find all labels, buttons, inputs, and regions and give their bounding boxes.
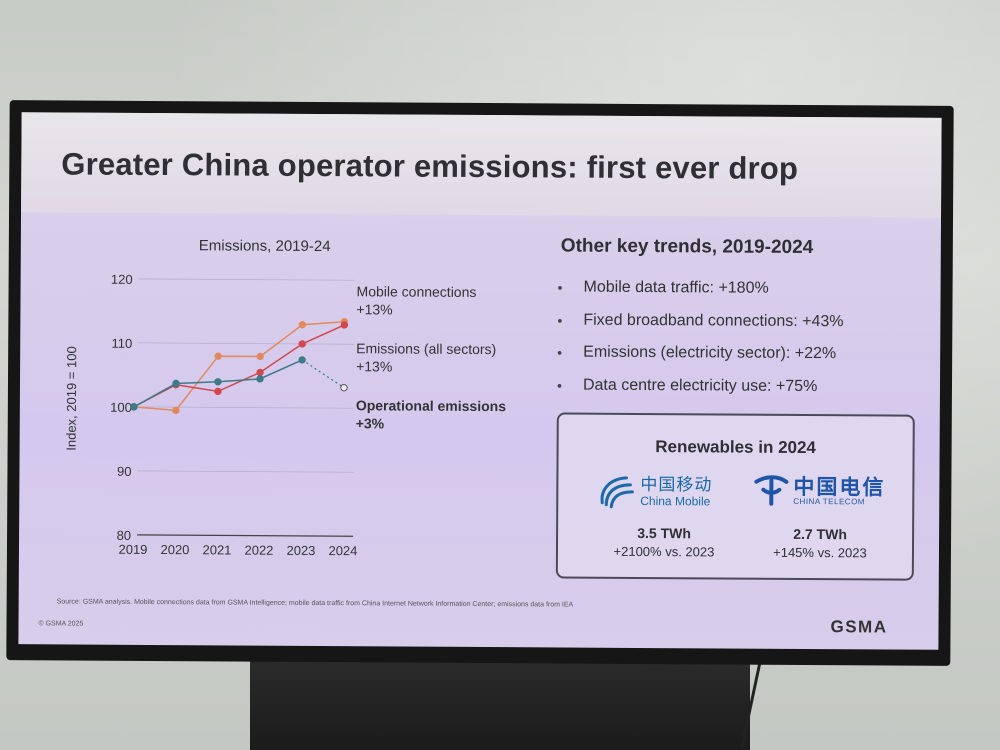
data-point — [256, 352, 264, 361]
gridline — [137, 534, 354, 537]
monitor-stand — [250, 660, 750, 750]
china-mobile-logo: 中国移动 China Mobile — [596, 473, 712, 512]
data-point — [340, 383, 348, 392]
y-tick-label: 100 — [110, 400, 132, 415]
series-line-1 — [133, 324, 345, 408]
monitor-frame: Greater China operator emissions: first … — [6, 100, 954, 666]
x-tick-label: 2019 — [118, 542, 147, 557]
data-point — [298, 356, 306, 364]
data-point — [130, 403, 138, 411]
china-telecom-name-en: CHINA TELECOM — [793, 497, 866, 507]
series-change: +3% — [355, 415, 385, 432]
series-line-0 — [133, 321, 345, 412]
data-point — [172, 379, 180, 388]
series-change: +13% — [356, 358, 393, 375]
x-tick-label: 2022 — [244, 543, 273, 558]
data-point — [214, 378, 222, 386]
series-label-emissions-all-sectors: Emissions (all sectors) +13% — [356, 339, 496, 376]
china-mobile-name-cn: 中国移动 — [640, 475, 713, 495]
china-mobile-stat: 3.5 TWh +2100% vs. 2023 — [594, 525, 734, 560]
slide-screen: Greater China operator emissions: first … — [18, 112, 942, 650]
series-change: +13% — [356, 301, 393, 318]
data-point — [340, 321, 349, 329]
china-mobile-name-en: China Mobile — [640, 493, 711, 509]
china-telecom-stat: 2.7 TWh +145% vs. 2023 — [750, 526, 890, 561]
copyright: © GSMA 2025 — [38, 620, 84, 628]
trend-text: Data centre electricity use: +75% — [582, 376, 818, 395]
gridline — [138, 342, 355, 345]
bullet: • — [557, 344, 563, 361]
bullet: • — [557, 312, 563, 329]
china-mobile-change: +2100% vs. 2023 — [613, 543, 715, 560]
china-telecom-logo: 中国电信 CHINA TELECOM — [752, 474, 885, 509]
x-tick-label: 2021 — [202, 542, 231, 557]
series-name: Operational emissions — [355, 397, 507, 415]
data-point — [298, 340, 306, 348]
china-mobile-twh: 3.5 TWh — [637, 524, 691, 542]
trend-text: Mobile data traffic: +180% — [583, 278, 769, 298]
x-tick-label: 2020 — [160, 542, 189, 557]
chart-title: Emissions, 2019-24 — [198, 237, 331, 256]
series-name: Emissions (all sectors) — [356, 340, 497, 358]
x-tick-label: 2024 — [328, 543, 357, 558]
gridline — [137, 406, 354, 409]
y-tick-label: 110 — [111, 336, 132, 351]
trend-item: • Emissions (electricity sector): +22% — [557, 336, 843, 370]
trends-title: Other key trends, 2019-2024 — [560, 235, 814, 259]
y-tick-label: 90 — [117, 464, 132, 479]
gridline — [138, 278, 355, 281]
bullet: • — [556, 377, 562, 394]
data-point — [172, 406, 180, 415]
y-axis-label: Index, 2019 = 100 — [64, 346, 80, 451]
gsma-logo: GSMA — [830, 617, 888, 637]
china-telecom-icon — [754, 475, 789, 506]
x-tick-label: 2023 — [286, 543, 315, 558]
data-point — [256, 375, 264, 383]
series-label-mobile-connections: Mobile connections +13% — [356, 282, 476, 319]
y-tick-label: 80 — [117, 528, 132, 543]
data-point — [256, 368, 264, 377]
data-point — [214, 387, 222, 396]
trend-text: Emissions (electricity sector): +22% — [583, 343, 837, 363]
trend-item: • Mobile data traffic: +180% — [557, 271, 843, 305]
renewables-title: Renewables in 2024 — [655, 437, 816, 458]
data-point — [214, 352, 222, 360]
bullet: • — [557, 279, 563, 296]
series-label-operational-emissions: Operational emissions +3% — [356, 396, 506, 433]
data-point — [298, 321, 307, 329]
slide-title: Greater China operator emissions: first … — [61, 146, 799, 186]
trend-item: • Data centre electricity use: +75% — [557, 369, 843, 403]
trend-item: • Fixed broadband connections: +43% — [557, 304, 843, 338]
china-telecom-twh: 2.7 TWh — [793, 525, 847, 543]
china-mobile-icon — [600, 476, 634, 509]
gridline — [137, 470, 354, 473]
trend-list: • Mobile data traffic: +180% • Fixed bro… — [557, 271, 844, 403]
renewables-box: Renewables in 2024 中国移动 China Mobile — [555, 412, 915, 581]
china-telecom-change: +145% vs. 2023 — [773, 544, 867, 561]
trend-text: Fixed broadband connections: +43% — [583, 311, 844, 330]
source-note: Source: GSMA analysis. Mobile connection… — [56, 598, 574, 609]
series-name: Mobile connections — [356, 283, 477, 300]
y-tick-label: 120 — [111, 272, 133, 287]
series-line-projection — [301, 359, 345, 389]
china-telecom-name-cn: 中国电信 — [793, 473, 886, 500]
